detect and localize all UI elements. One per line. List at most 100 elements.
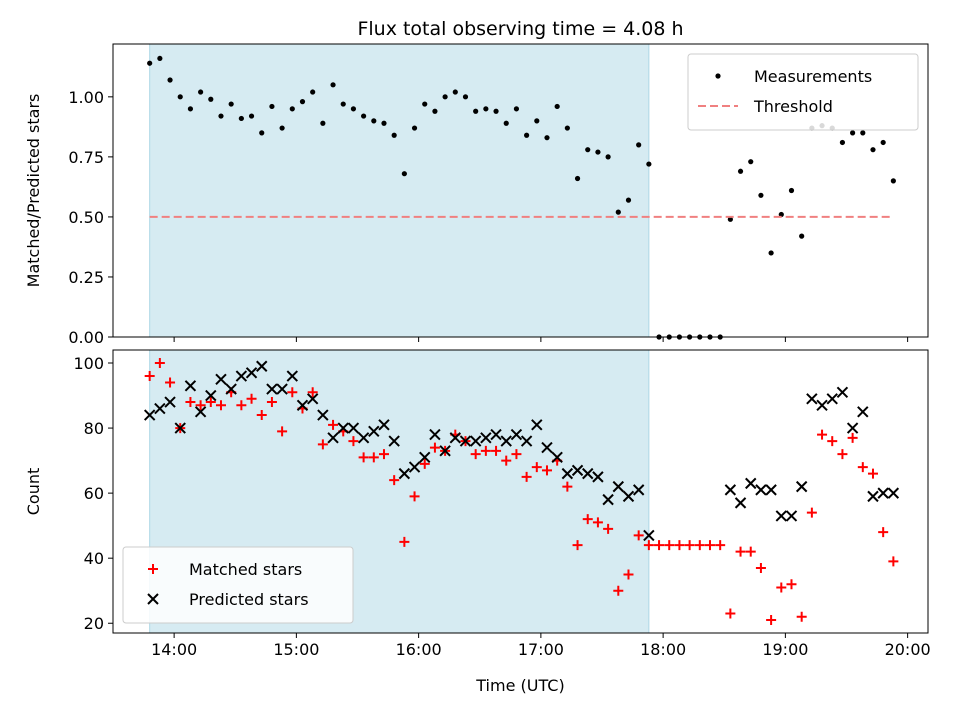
predicted-star-point [795,480,808,493]
y-tick-label: 60 [84,484,104,503]
x-tick-label: 19:00 [762,640,808,659]
measurement-point [340,101,346,107]
predicted-star-point [531,419,543,431]
measurement-point [727,216,733,222]
matched-star-point [389,475,400,486]
matched-star-point [277,426,288,437]
predicted-star-point [235,370,248,382]
measurement-point [452,89,458,95]
matched-star-point [847,432,858,443]
measurement-point [411,125,418,131]
y-tick-label: 0.25 [68,268,104,287]
matched-star-point [531,462,542,473]
matched-star-point [307,387,318,398]
predicted-star-point [194,406,207,418]
predicted-star-point [857,406,869,418]
y-tick-label: 100 [73,354,104,373]
chart-title: Flux total observing time = 4.08 h [357,18,683,40]
y-tick-label: 0.75 [68,148,104,167]
y-tick-label: 0.00 [68,328,104,347]
matched-star-point [165,377,176,388]
y-tick-label: 0.50 [68,208,104,227]
matched-star-point [409,491,420,502]
matched-star-point [491,445,502,456]
measurement-point [768,250,774,256]
measurement-point [636,142,642,148]
matched-star-point [654,540,665,551]
legend-marker [148,564,158,574]
predicted-star-point [887,487,900,499]
matched-star-point [796,611,807,622]
matched-star-point [715,540,726,551]
legend-marker [147,593,159,605]
shaded-interval [149,43,650,338]
matched-star-point [317,439,328,450]
matched-star-point [399,536,410,547]
plot-frame [112,43,929,338]
predicted-star-point [510,428,523,441]
predicted-star-point [398,467,411,480]
measurement-point [218,113,224,119]
predicted-star-point [388,435,400,447]
predicted-star-point [327,432,339,444]
predicted-star-point [378,419,390,431]
predicted-star-point [429,428,441,441]
predicted-star-point [469,435,482,447]
predicted-star-point [164,396,176,408]
y-tick-label: 80 [84,419,104,438]
measurement-point [248,113,255,119]
measurement-point [605,154,611,160]
predicted-star-point [561,467,574,480]
predicted-star-point [734,497,747,509]
matched-star-point [205,397,216,408]
predicted-star-point [480,432,492,444]
measurement-point [371,118,377,124]
matched-star-point [541,465,552,476]
legend-label: Measurements [754,67,872,86]
predicted-star-point [215,373,227,385]
predicted-star-point [592,471,604,483]
matched-star-point [378,449,389,460]
measurement-point [758,192,764,198]
matched-star-point [592,517,603,528]
measurement-point [513,106,520,112]
measurement-point [238,115,244,122]
measurement-point [615,209,621,215]
matched-star-point [287,387,298,398]
matched-star-point [694,540,705,551]
matched-star-point [684,540,695,551]
measurement-point [198,89,204,95]
legend-box [122,546,354,624]
measurement-point [850,130,856,136]
measurement-point [737,168,744,174]
predicted-star-point [643,529,655,542]
matched-star-point [776,582,787,593]
measurement-point [839,139,846,146]
measurement-point [361,113,367,119]
legend-marker [715,73,721,79]
matched-star-point [572,540,583,551]
measurement-point [483,106,489,112]
x-tick-label: 20:00 [885,640,931,659]
measurement-point [890,178,896,184]
measurement-point [860,130,866,136]
matched-star-point [888,556,899,567]
legend-label: Matched stars [189,560,302,579]
measurement-point [381,120,387,126]
measurement-point [299,99,306,105]
matched-star-point [817,429,828,440]
matched-star-point [806,507,817,518]
matched-star-point [704,540,715,551]
measurement-point [870,147,876,153]
predicted-star-point [286,370,299,382]
x-tick-label: 18:00 [640,640,686,659]
measurement-point [748,159,754,165]
predicted-star-point [419,451,431,464]
predicted-star-point [867,490,879,503]
measurement-point [422,101,428,107]
measurement-point [269,103,275,110]
predicted-star-point [826,393,838,405]
measurement-point [880,139,886,146]
measurement-point [778,211,784,218]
measurement-point [432,108,438,114]
